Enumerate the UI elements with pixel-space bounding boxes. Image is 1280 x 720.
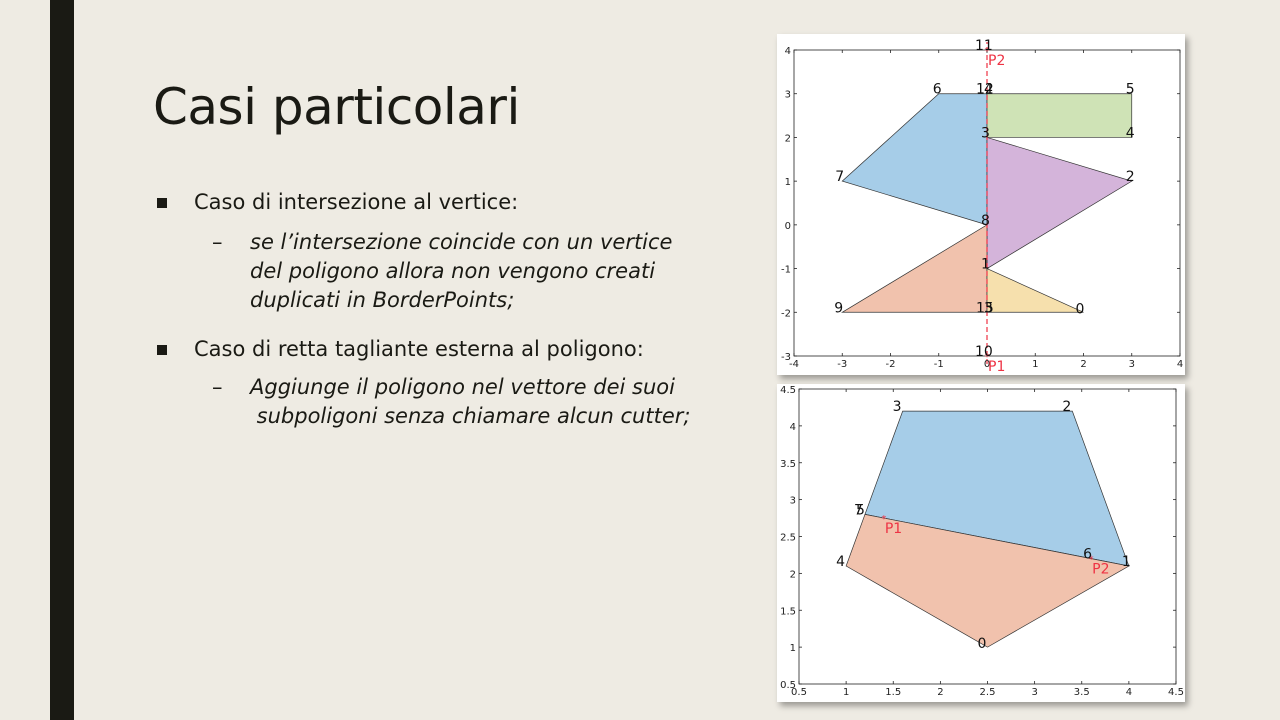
dash-marker: – <box>212 230 223 254</box>
vertex-label: 0 <box>978 636 987 652</box>
y-tick-label: -2 <box>781 308 791 319</box>
vertex-label: 4 <box>836 554 845 570</box>
sub-line: Aggiunge il poligono nel vettore dei suo… <box>250 375 675 399</box>
vertex-label: 4 <box>984 82 993 98</box>
x-tick-label: 3 <box>1031 687 1037 698</box>
y-tick-label: 1.5 <box>780 606 796 617</box>
y-tick-label: 3 <box>785 90 791 101</box>
y-tick-label: 3 <box>790 496 796 507</box>
x-tick-label: 0 <box>984 359 990 370</box>
y-tick-label: 2 <box>785 133 791 144</box>
vertex-label: 15 <box>976 300 994 316</box>
vertex-label: 1 <box>1122 554 1131 570</box>
y-tick-label: 4 <box>785 46 791 57</box>
vertex-label: 6 <box>1083 547 1092 563</box>
vertex-label: 7 <box>854 502 863 518</box>
x-tick-label: 1.5 <box>885 687 901 698</box>
vertex-label: 3 <box>984 300 993 316</box>
x-tick-label: 2 <box>937 687 943 698</box>
sub-line: del poligono allora non vengono creati <box>250 259 656 283</box>
slide-title: Casi particolari <box>153 78 520 136</box>
cut-point-marker: * <box>1089 555 1094 566</box>
sub-line: se l’intersezione coincide con un vertic… <box>250 230 673 254</box>
x-tick-label: 4 <box>1126 687 1132 698</box>
x-tick-label: 1 <box>1032 359 1038 370</box>
x-tick-label: 4.5 <box>1168 687 1184 698</box>
cut-point-marker: * <box>985 352 990 363</box>
y-tick-label: 0 <box>785 221 791 232</box>
bullet-square-icon <box>157 198 167 208</box>
y-tick-label: 0.5 <box>780 680 796 691</box>
vertex-label: 5 <box>856 502 865 518</box>
x-tick-label: -4 <box>789 359 799 370</box>
x-tick-label: -2 <box>886 359 896 370</box>
x-tick-label: 2.5 <box>980 687 996 698</box>
cut-point-marker: * <box>881 514 886 525</box>
y-tick-label: 1 <box>785 177 791 188</box>
accent-bar <box>50 0 74 720</box>
cut-point-label: P2 <box>1092 562 1109 578</box>
bullet-text: Caso di retta tagliante esterna al polig… <box>194 337 644 361</box>
bullet-text: Caso di intersezione al vertice: <box>194 190 519 214</box>
bullet-square-icon <box>157 345 167 355</box>
vertex-label: 1 <box>981 257 990 273</box>
polygon-plot-external-case: 0.5 1 1.5 2 2.5 3 3.5 4 4.5 0.5 1 1.5 2 2.5 3 3.5 4 4.5 * P… <box>777 384 1185 702</box>
cut-point-label: P1 <box>988 359 1005 375</box>
x-tick-label: -3 <box>837 359 847 370</box>
y-tick-label: 1 <box>790 643 796 654</box>
x-tick-label: 3.5 <box>1074 687 1090 698</box>
vertex-label: 4 <box>1126 125 1135 141</box>
y-tick-label: 2.5 <box>780 533 796 544</box>
vertex-label: 9 <box>834 300 843 316</box>
y-tick-label: 3.5 <box>780 459 796 470</box>
x-tick-label: 1 <box>843 687 849 698</box>
y-tick-label: 2 <box>790 569 796 580</box>
vertex-label: 10 <box>975 344 993 360</box>
cut-point-label: P2 <box>988 53 1005 69</box>
polygon-salmon <box>845 513 1130 648</box>
x-tick-label: 2 <box>1080 359 1086 370</box>
x-tick-label: 3 <box>1129 359 1135 370</box>
vertex-label: 8 <box>981 213 990 229</box>
polygon-plot-vertex-case: -4 -3 -2 -1 0 1 2 3 4 -3 -2 -1 0 1 2 3 4 * P1 * P2 0 1 2 3 4 5 6 7 8 9… <box>777 34 1185 375</box>
cut-point-marker: * <box>985 46 990 57</box>
dash-marker: – <box>212 375 223 399</box>
sub-line: subpoligoni senza chiamare alcun cutter; <box>250 404 691 428</box>
x-tick-label: -1 <box>934 359 944 370</box>
vertex-label: 7 <box>835 169 844 185</box>
vertex-label: 5 <box>1126 82 1135 98</box>
y-tick-label: 4.5 <box>780 385 796 396</box>
y-tick-label: 4 <box>790 422 796 433</box>
vertex-label: 0 <box>1076 301 1085 317</box>
sub-line: duplicati in BorderPoints; <box>250 288 515 312</box>
vertex-label: 2 <box>1126 169 1135 185</box>
y-tick-label: -1 <box>781 265 791 276</box>
plot-canvas: 0.5 1 1.5 2 2.5 3 3.5 4 4.50.511.522.533.544.5*P… <box>780 385 1184 698</box>
cut-point-label: P1 <box>885 521 902 537</box>
vertex-label: 12 <box>976 82 994 98</box>
vertex-label: 6 <box>933 82 942 98</box>
vertex-label: 3 <box>893 399 902 415</box>
vertex-label: 11 <box>975 38 993 54</box>
polygon-green <box>986 93 1133 138</box>
x-tick-label: 4 <box>1177 359 1183 370</box>
vertex-label: 2 <box>1062 399 1071 415</box>
vertex-label: 3 <box>981 125 990 141</box>
y-tick-label: -3 <box>781 352 791 363</box>
x-tick-label: 0.5 <box>791 687 807 698</box>
